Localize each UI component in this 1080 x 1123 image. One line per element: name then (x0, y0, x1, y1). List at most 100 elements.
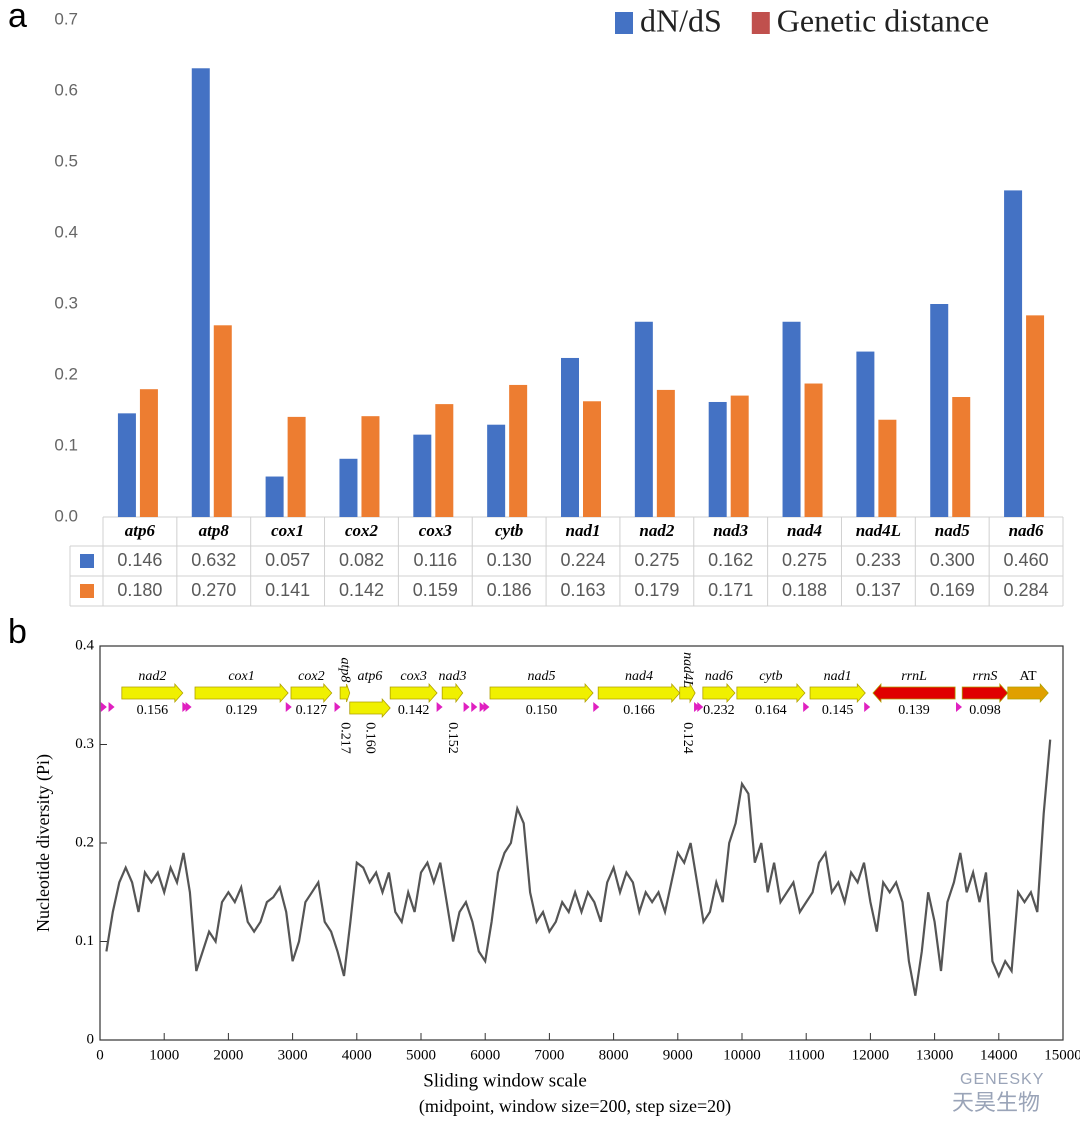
table-value: 0.137 (856, 580, 901, 600)
gene-pi: 0.150 (526, 703, 558, 718)
legend-label: dN/dS (640, 2, 722, 38)
gene-pi: 0.160 (363, 722, 378, 754)
table-value: 0.082 (339, 550, 384, 570)
bar (509, 384, 528, 517)
gene-arrow (679, 682, 696, 704)
bar (117, 413, 136, 517)
x-tick-label: 9000 (663, 1047, 693, 1063)
gene-arrow (961, 682, 1009, 704)
x-tick-label: 8000 (599, 1047, 629, 1063)
gene-arrow (441, 682, 464, 704)
trna (471, 702, 478, 712)
gene-pi: 0.127 (296, 703, 328, 718)
table-value: 0.146 (117, 550, 162, 570)
x-tick-label: 13000 (916, 1047, 954, 1063)
trna (285, 702, 292, 712)
gene-arrow (489, 682, 594, 704)
y-tick-label: 0.6 (54, 80, 78, 99)
bar (1004, 190, 1023, 517)
gene-arrow (736, 682, 806, 704)
x-tick-label: 5000 (406, 1047, 436, 1063)
bar (191, 68, 210, 517)
gene-label: cox2 (298, 669, 324, 684)
gene-pi: 0.142 (398, 703, 430, 718)
y-axis-label: Nucleotide diversity (Pi) (33, 754, 54, 932)
watermark: GENESKY (960, 1071, 1044, 1088)
table-value: 0.275 (782, 550, 827, 570)
table-value: 0.188 (782, 580, 827, 600)
table-value: 0.162 (708, 550, 753, 570)
bar (583, 401, 601, 517)
x-tick-label: 4000 (342, 1047, 372, 1063)
gene-arrow (339, 683, 351, 703)
table-value: 0.180 (117, 580, 162, 600)
y-tick-label: 0.0 (54, 506, 78, 525)
gene-pi: 0.139 (898, 703, 930, 718)
table-value: 0.284 (1004, 580, 1049, 600)
table-value: 0.275 (634, 550, 679, 570)
bar (139, 389, 158, 517)
gene-pi: 0.156 (137, 703, 169, 718)
bar (634, 321, 653, 517)
gene-arrow (809, 682, 866, 704)
trna (955, 702, 962, 712)
gene-label: nad5 (528, 669, 556, 684)
gene-pi: 0.152 (445, 722, 460, 754)
x-tick-label: nad6 (1009, 521, 1044, 540)
bar (435, 404, 454, 517)
bar (487, 424, 506, 517)
gene-arrow (597, 682, 681, 704)
gene-label: rrnS (973, 669, 998, 684)
trna (803, 702, 810, 712)
gene-label: atp8 (338, 658, 353, 683)
gene-label: nad6 (705, 669, 733, 684)
bar (213, 325, 232, 517)
gene-arrow (121, 682, 184, 704)
table-value: 0.233 (856, 550, 901, 570)
table-value: 0.141 (265, 580, 310, 600)
x-tick-label: 2000 (213, 1047, 243, 1063)
bar (708, 401, 727, 517)
x-tick-label: 6000 (470, 1047, 500, 1063)
table-legend-swatch (80, 584, 94, 598)
table-value: 0.186 (487, 580, 532, 600)
gene-label: rrnL (901, 669, 927, 684)
table-value: 0.163 (560, 580, 605, 600)
y-tick-label: 0.7 (54, 9, 78, 28)
bar (561, 357, 579, 517)
gene-label: nad4 (625, 669, 653, 684)
table-value: 0.116 (413, 550, 457, 570)
y-tick-label: 0.1 (75, 933, 94, 949)
table-value: 0.171 (708, 580, 753, 600)
x-tick-label: 0 (96, 1047, 104, 1063)
x-tick-label: atp6 (125, 521, 156, 540)
gene-label: AT (1019, 669, 1037, 684)
table-value: 0.130 (487, 550, 532, 570)
x-axis-note: (midpoint, window size=200, step size=20… (419, 1096, 731, 1117)
x-tick-label: 15000 (1044, 1047, 1080, 1063)
trna (694, 702, 701, 712)
gene-arrow (389, 682, 438, 704)
gene-arrow (194, 682, 289, 704)
gene-arrow (702, 682, 736, 704)
bar (730, 395, 749, 517)
bar (952, 397, 971, 517)
y-tick-label: 0.4 (54, 222, 78, 241)
table-value: 0.632 (191, 550, 236, 570)
x-tick-label: 14000 (980, 1047, 1018, 1063)
x-tick-label: 3000 (278, 1047, 308, 1063)
x-tick-label: nad5 (935, 521, 970, 540)
gene-pi: 0.098 (969, 703, 1001, 718)
table-value: 0.224 (560, 550, 605, 570)
x-tick-label: cox1 (271, 521, 304, 540)
trna (483, 702, 490, 712)
gene-arrow (349, 697, 391, 719)
table-value: 0.460 (1004, 550, 1049, 570)
gene-label: nad3 (438, 669, 466, 684)
gene-label: nad1 (824, 669, 852, 684)
gene-arrow (290, 682, 333, 704)
gene-label: nad4L (680, 652, 695, 688)
legend-swatch (615, 12, 633, 34)
x-tick-label: cox2 (345, 521, 379, 540)
bar (361, 416, 380, 517)
